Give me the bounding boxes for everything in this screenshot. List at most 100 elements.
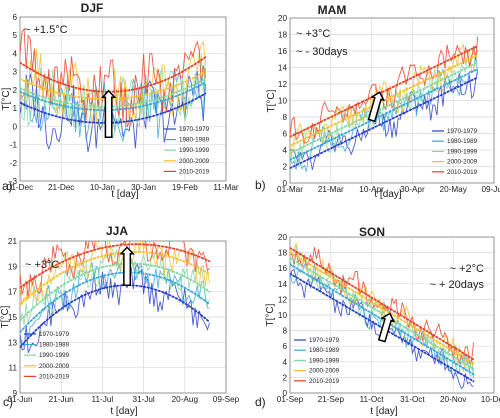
legend: 1970-1979 1980-1989 1990-1999 2000-2009 2010… <box>294 337 340 385</box>
y-axis-label: T[°C] <box>0 305 11 328</box>
y-tick-label: 0 <box>282 389 287 398</box>
y-tick-label: 13 <box>8 338 18 347</box>
x-tick-label: 20-Nov <box>440 395 467 404</box>
legend-label: 2010-2019 <box>447 169 478 176</box>
trend-line-1990-1999 <box>290 61 479 155</box>
x-tick-label: 21-Mar <box>318 185 344 194</box>
y-tick-label: 2 <box>282 163 287 172</box>
series-line-2010-2019 <box>20 241 210 300</box>
y-tick-label: 0 <box>12 122 17 131</box>
trend-line-1980-1989 <box>290 68 479 161</box>
y-tick-label: -2 <box>10 159 18 168</box>
legend-label: 1980-1989 <box>447 138 478 145</box>
legend-label: 2000-2009 <box>179 158 210 165</box>
annotation-text: ~ +3°C <box>25 259 59 271</box>
annotation-text: ~ + 20days <box>430 279 485 291</box>
plot-area <box>290 241 475 390</box>
legend-label: 2010-2019 <box>309 378 340 385</box>
y-tick-label: 0 <box>282 179 287 188</box>
y-tick-label: 9 <box>12 389 17 398</box>
y-tick-label: 12 <box>278 80 288 89</box>
x-tick-label: 10-Jan <box>90 183 115 192</box>
legend-label: 1980-1989 <box>179 137 210 144</box>
series-line-1970-1979 <box>20 263 210 353</box>
series-line-2000-2009 <box>290 43 479 157</box>
y-tick-label: 2 <box>282 373 287 382</box>
panel-label: b) <box>255 178 266 192</box>
annotation-text: ~ - 30days <box>296 46 348 58</box>
trend-line-1970-1979 <box>290 76 479 170</box>
y-tick-label: 19 <box>8 262 18 271</box>
x-tick-label: 30-Jan <box>131 183 156 192</box>
x-tick-label: 19-Feb <box>172 183 198 192</box>
x-tick-label: 11-Jul <box>92 395 114 404</box>
y-tick-label: 6 <box>12 13 17 22</box>
legend-label: 2010-2019 <box>179 168 210 175</box>
y-tick-label: 10 <box>278 97 288 106</box>
y-tick-label: 16 <box>278 264 288 273</box>
x-tick-label: 11-Oct <box>360 395 385 404</box>
y-tick-label: 20 <box>278 14 288 23</box>
y-axis-label: T[°C] <box>266 89 277 112</box>
panel-label: c) <box>3 395 13 409</box>
panel-jja: 9 11 13 15 17 19 21 01-Jun 21-Jun 11-Jul 31-Jul 20-… <box>0 224 240 417</box>
x-tick-label: 10-Dec <box>481 395 500 404</box>
y-tick-label: 21 <box>8 237 18 246</box>
plot-area <box>20 27 207 152</box>
legend-label: 1980-1989 <box>39 342 70 349</box>
series-line-2010-2019 <box>290 36 479 144</box>
y-tick-label: 20 <box>278 233 288 242</box>
y-tick-label: 18 <box>278 249 288 258</box>
legend-label: 2000-2009 <box>309 368 340 375</box>
x-tick-label: 09-Jun <box>481 185 500 194</box>
trend-line-1990-1999 <box>290 257 475 370</box>
y-axis-label: T[°C] <box>1 87 12 110</box>
x-tick-label: 21-Jun <box>49 395 74 404</box>
trend-line-1970-1979 <box>20 284 211 349</box>
plot-frame <box>19 16 227 182</box>
panel-mam: 0 2 4 6 8 10 12 14 16 18 20 01-Mar 21-Mar 10-Apr 30-Ap… <box>255 3 500 200</box>
x-tick-label: 21-Sep <box>318 395 345 404</box>
plot-area <box>20 241 211 353</box>
legend: 1970-1979 1980-1989 1990-1999 2000-2009 2010… <box>164 126 210 175</box>
legend-label: 1980-1989 <box>309 347 340 354</box>
x-axis-label: t [day] <box>110 406 137 417</box>
trend-line-1990-1999 <box>20 262 211 322</box>
trend-line-1990-1999 <box>20 78 207 108</box>
panel-title: JJA <box>106 224 128 238</box>
y-tick-label: 11 <box>9 364 18 373</box>
x-axis-label: t [day] <box>370 406 397 417</box>
trend-line-2010-2019 <box>290 246 475 361</box>
x-tick-label: 11-Mar <box>213 183 239 192</box>
x-tick-label: 01-Mar <box>277 185 303 194</box>
y-tick-label: -1 <box>10 141 18 150</box>
legend: 1970-1979 1980-1989 1990-1999 2000-2009 2010… <box>24 331 70 380</box>
series-line-2010-2019 <box>20 27 206 128</box>
panel-son: 0 2 4 6 8 10 12 14 16 18 20 01-Sep 21-Sep 11-Oct 31-Oc… <box>255 225 500 417</box>
y-tick-label: 6 <box>282 342 287 351</box>
legend-label: 1990-1999 <box>447 148 478 155</box>
plot-frame <box>289 236 495 394</box>
y-tick-label: -3 <box>10 177 18 186</box>
trend-line-2000-2009 <box>20 250 211 306</box>
warming-arrow <box>119 246 135 287</box>
y-axis-label: T[°C] <box>265 303 276 326</box>
series-line-1990-1999 <box>20 245 210 325</box>
annotation-text: ~ +3°C <box>296 28 330 40</box>
legend-label: 1970-1979 <box>447 128 478 135</box>
panel-title: MAM <box>318 3 347 17</box>
legend-label: 1990-1999 <box>179 147 210 154</box>
trend-line-1980-1989 <box>290 263 475 376</box>
warming-arrow <box>367 91 386 123</box>
legend-label: 1970-1979 <box>309 337 340 344</box>
annotation-text: ~ +2°C <box>450 263 484 275</box>
legend-label: 1990-1999 <box>39 352 70 359</box>
y-tick-label: 8 <box>282 327 287 336</box>
x-tick-label: 09-Sep <box>213 395 240 404</box>
x-tick-label: 21-Dec <box>48 183 74 192</box>
trend-line-1980-1989 <box>20 81 207 112</box>
y-tick-label: 14 <box>278 280 288 289</box>
y-tick-label: 17 <box>8 288 18 297</box>
y-tick-label: 16 <box>278 47 288 56</box>
trend-line-1980-1989 <box>20 271 211 334</box>
